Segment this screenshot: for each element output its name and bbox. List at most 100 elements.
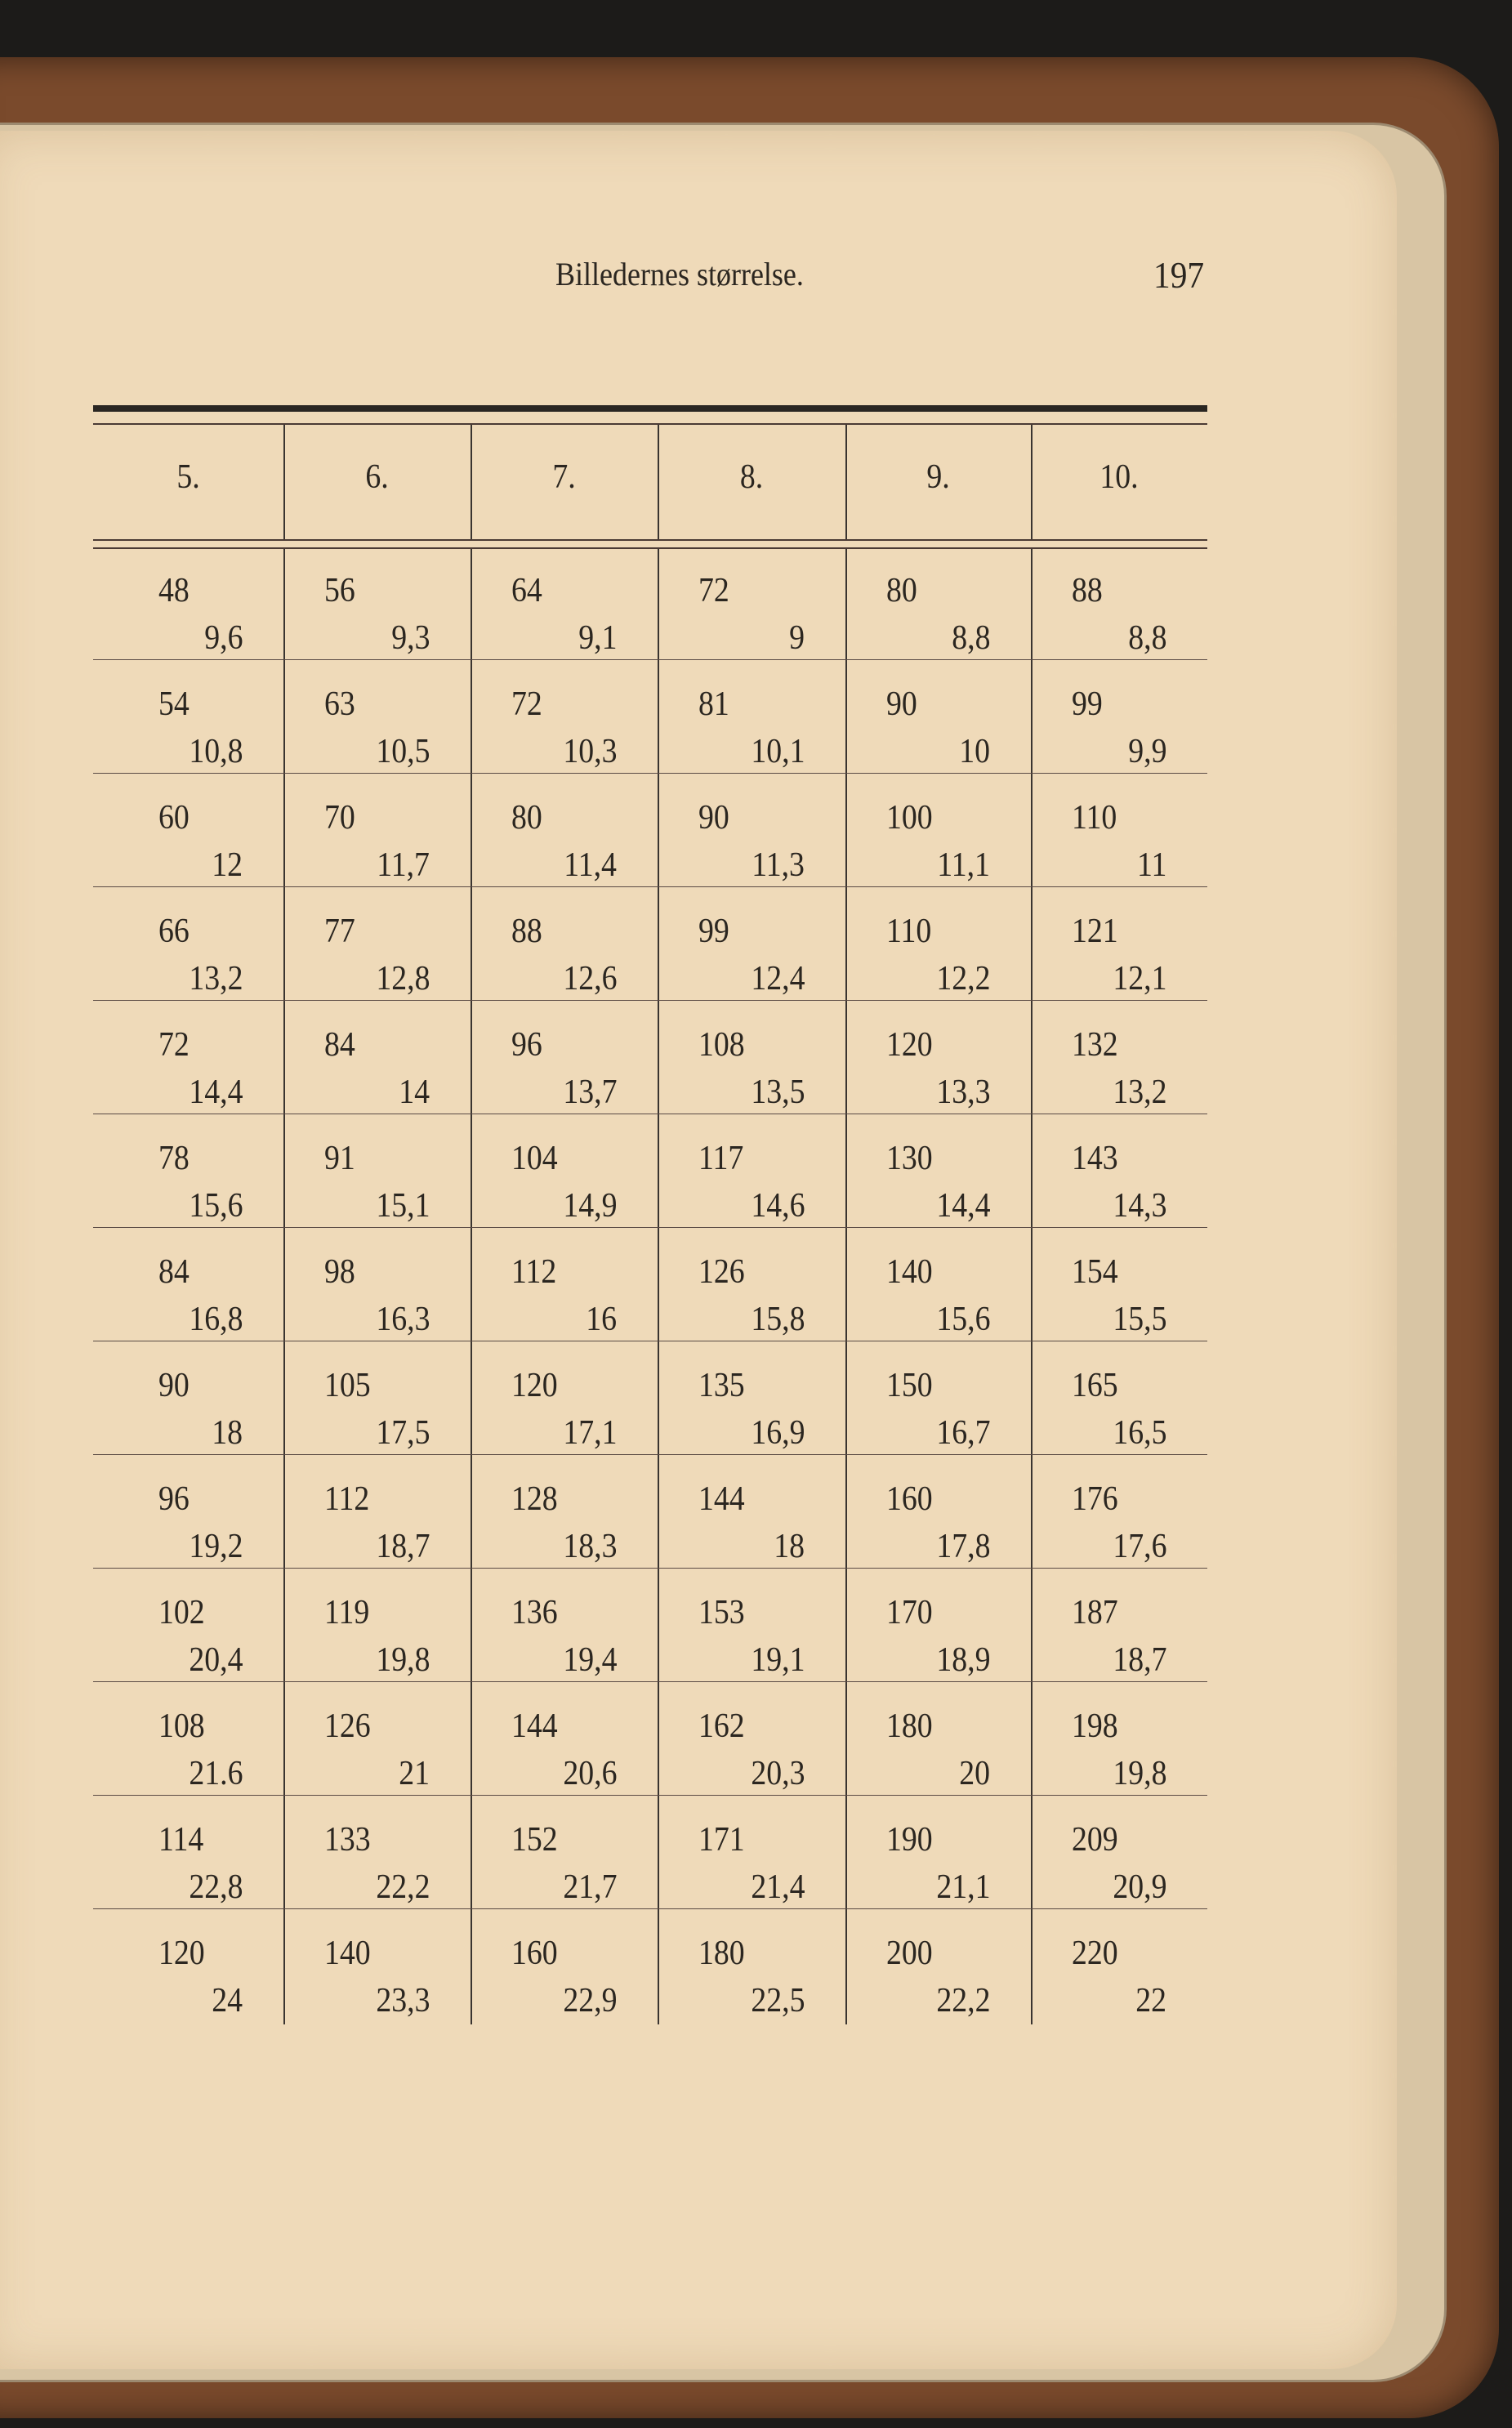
cell-value-top: 120 bbox=[511, 1367, 558, 1404]
cell-value-bottom: 9 bbox=[789, 619, 805, 657]
cell-value-top: 60 bbox=[158, 799, 190, 837]
cell-value-bottom: 13,2 bbox=[1112, 1073, 1166, 1111]
table-cell: 130 14,4 bbox=[886, 1141, 990, 1223]
cell-value-bottom: 17,8 bbox=[935, 1528, 990, 1565]
cell-value-bottom: 11,7 bbox=[377, 846, 430, 884]
cell-value-bottom: 15,6 bbox=[935, 1301, 990, 1338]
cell-value-top: 70 bbox=[324, 799, 355, 837]
table-cell: 220 22 bbox=[1072, 1936, 1166, 2018]
table-cell: 132 13,2 bbox=[1072, 1028, 1166, 1109]
cell-value-top: 135 bbox=[698, 1367, 745, 1404]
cell-value-top: 88 bbox=[1072, 572, 1103, 609]
cell-value-bottom: 15,1 bbox=[375, 1187, 430, 1225]
cell-value-top: 56 bbox=[324, 572, 355, 609]
cell-value-top: 80 bbox=[511, 799, 542, 837]
cell-value-bottom: 12,2 bbox=[935, 960, 990, 998]
column-divider bbox=[845, 549, 847, 2024]
table-cell: 160 17,8 bbox=[886, 1482, 990, 1564]
column-header: 5. bbox=[176, 458, 200, 496]
cell-value-bottom: 10,5 bbox=[375, 733, 430, 770]
cell-value-bottom: 16 bbox=[586, 1301, 617, 1338]
cell-value-bottom: 16,3 bbox=[375, 1301, 430, 1338]
cell-value-top: 96 bbox=[511, 1026, 542, 1064]
running-header-title: Billedernes størrelse. bbox=[555, 256, 804, 292]
cell-value-top: 176 bbox=[1072, 1480, 1118, 1518]
cell-value-top: 54 bbox=[158, 685, 190, 723]
table-cell: 98 16,3 bbox=[324, 1255, 430, 1337]
cell-value-bottom: 12,8 bbox=[375, 960, 430, 998]
column-divider bbox=[471, 549, 472, 2024]
cell-value-bottom: 17,5 bbox=[375, 1414, 430, 1452]
cell-value-top: 220 bbox=[1072, 1935, 1118, 1972]
column-divider bbox=[658, 549, 659, 2024]
table-cell: 72 9 bbox=[698, 574, 805, 655]
table-cell: 117 14,6 bbox=[698, 1141, 805, 1223]
cell-value-top: 133 bbox=[324, 1821, 371, 1859]
cell-value-bottom: 15,8 bbox=[750, 1301, 805, 1338]
cell-value-bottom: 10 bbox=[959, 733, 990, 770]
column-header: 7. bbox=[552, 458, 576, 496]
table-cell: 120 24 bbox=[158, 1936, 243, 2018]
table-cell: 160 22,9 bbox=[511, 1936, 617, 2018]
cell-value-bottom: 22,5 bbox=[750, 1982, 805, 2020]
cell-value-top: 98 bbox=[324, 1253, 355, 1291]
cell-value-top: 136 bbox=[511, 1594, 558, 1631]
table-cell: 110 12,2 bbox=[886, 914, 990, 996]
cell-value-bottom: 20,4 bbox=[188, 1641, 243, 1679]
cell-value-bottom: 15,5 bbox=[1112, 1301, 1166, 1338]
table-cell: 56 9,3 bbox=[324, 574, 430, 655]
table-cell: 121 12,1 bbox=[1072, 914, 1166, 996]
cell-value-bottom: 10,1 bbox=[750, 733, 805, 770]
cell-value-top: 90 bbox=[698, 799, 729, 837]
cell-value-top: 81 bbox=[698, 685, 729, 723]
cell-value-top: 126 bbox=[698, 1253, 745, 1291]
table-cell: 54 10,8 bbox=[158, 687, 243, 769]
cell-value-top: 99 bbox=[698, 913, 729, 950]
cell-value-top: 99 bbox=[1072, 685, 1103, 723]
table-cell: 78 15,6 bbox=[158, 1141, 243, 1223]
cell-value-bottom: 16,5 bbox=[1112, 1414, 1166, 1452]
table-cell: 126 15,8 bbox=[698, 1255, 805, 1337]
cell-value-top: 120 bbox=[886, 1026, 933, 1064]
cell-value-bottom: 13,5 bbox=[750, 1073, 805, 1111]
table-cell: 144 18 bbox=[698, 1482, 805, 1564]
cell-value-top: 90 bbox=[886, 685, 917, 723]
cell-value-bottom: 17,1 bbox=[562, 1414, 617, 1452]
cell-value-top: 90 bbox=[158, 1367, 190, 1404]
table-cell: 96 13,7 bbox=[511, 1028, 617, 1109]
cell-value-bottom: 22,2 bbox=[375, 1868, 430, 1906]
table-cell: 133 22,2 bbox=[324, 1823, 430, 1904]
cell-value-bottom: 13,3 bbox=[935, 1073, 990, 1111]
table-cell: 96 19,2 bbox=[158, 1482, 243, 1564]
table-cell: 143 14,3 bbox=[1072, 1141, 1166, 1223]
table-cell: 99 9,9 bbox=[1072, 687, 1166, 769]
table-cell: 112 18,7 bbox=[324, 1482, 430, 1564]
cell-value-top: 153 bbox=[698, 1594, 745, 1631]
table-cell: 105 17,5 bbox=[324, 1368, 430, 1450]
cell-value-top: 160 bbox=[511, 1935, 558, 1972]
cell-value-top: 190 bbox=[886, 1821, 933, 1859]
column-divider bbox=[283, 549, 285, 2024]
cell-value-bottom: 18,3 bbox=[562, 1528, 617, 1565]
cell-value-top: 112 bbox=[324, 1480, 370, 1518]
table-cell: 152 21,7 bbox=[511, 1823, 617, 1904]
cell-value-bottom: 22,9 bbox=[562, 1982, 617, 2020]
cell-value-top: 102 bbox=[158, 1594, 205, 1631]
row-divider bbox=[93, 1000, 1207, 1001]
column-header: 9. bbox=[926, 458, 950, 496]
row-divider bbox=[93, 1795, 1207, 1796]
cell-value-bottom: 20,3 bbox=[750, 1755, 805, 1792]
cell-value-top: 108 bbox=[698, 1026, 745, 1064]
cell-value-bottom: 8,8 bbox=[1127, 619, 1166, 657]
cell-value-top: 63 bbox=[324, 685, 355, 723]
cell-value-top: 72 bbox=[698, 572, 729, 609]
table-cell: 126 21 bbox=[324, 1709, 430, 1791]
cell-value-bottom: 9,9 bbox=[1127, 733, 1166, 770]
cell-value-bottom: 12,6 bbox=[562, 960, 617, 998]
column-header: 10. bbox=[1099, 458, 1139, 496]
cell-value-bottom: 14,9 bbox=[562, 1187, 617, 1225]
cell-value-top: 162 bbox=[698, 1707, 745, 1745]
table-cell: 88 12,6 bbox=[511, 914, 617, 996]
table-cell: 66 13,2 bbox=[158, 914, 243, 996]
cell-value-bottom: 21,1 bbox=[935, 1868, 990, 1906]
